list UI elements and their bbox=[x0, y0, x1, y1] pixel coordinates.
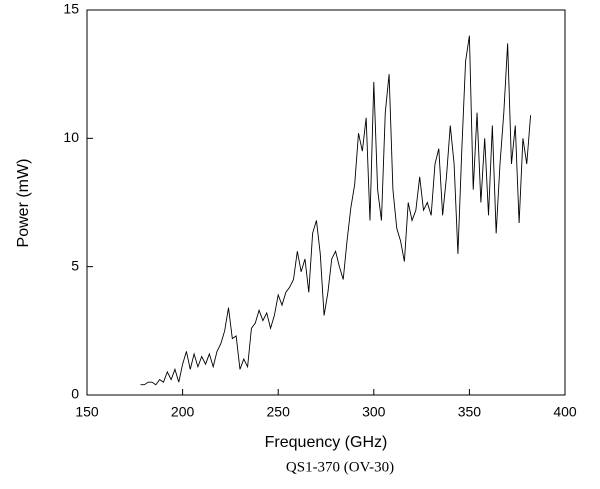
y-tick-label: 5 bbox=[71, 257, 79, 273]
y-tick-label: 0 bbox=[71, 386, 79, 402]
x-tick-label: 300 bbox=[362, 404, 386, 420]
x-axis-label: Frequency (GHz) bbox=[265, 434, 388, 451]
x-tick-label: 150 bbox=[75, 404, 99, 420]
data-line bbox=[140, 35, 532, 386]
caption: QS1-370 (OV-30) bbox=[286, 459, 394, 475]
y-axis-label: Power (mW) bbox=[15, 159, 32, 248]
y-tick-label: 15 bbox=[63, 1, 79, 17]
y-tick-label: 10 bbox=[63, 129, 79, 145]
x-tick-label: 350 bbox=[458, 404, 482, 420]
x-tick-label: 400 bbox=[553, 404, 577, 420]
plot-frame bbox=[86, 9, 566, 396]
x-tick-label: 250 bbox=[267, 404, 291, 420]
x-tick-label: 200 bbox=[171, 404, 195, 420]
